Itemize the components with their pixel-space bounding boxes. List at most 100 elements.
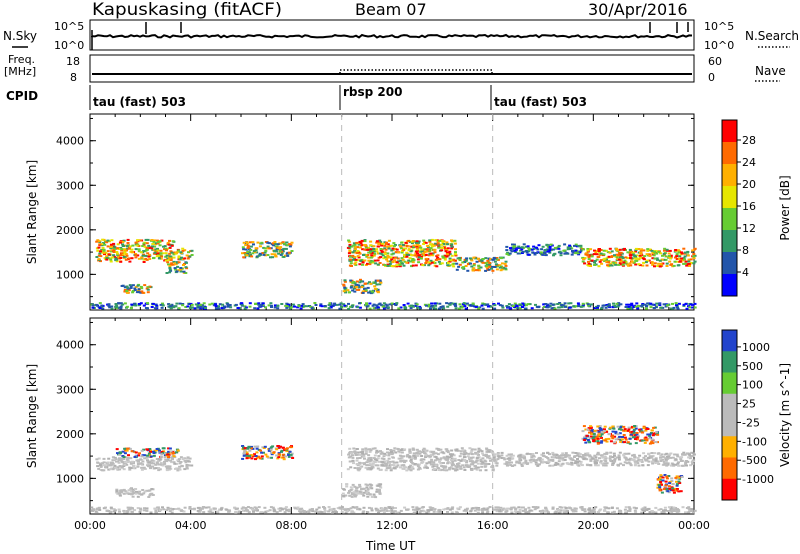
echo-pixel [676, 249, 680, 252]
echo-pixel [427, 254, 431, 257]
echo-pixel [149, 449, 152, 452]
echo-pixel [388, 303, 392, 306]
echo-pixel [410, 245, 414, 248]
echo-pixel [520, 456, 524, 459]
echo-pixel [577, 460, 581, 463]
echo-pixel [156, 247, 159, 250]
echo-pixel [168, 447, 172, 450]
echo-pixel [110, 461, 114, 464]
echo-pixel [486, 507, 490, 510]
echo-pixel [612, 427, 616, 430]
echo-pixel [560, 463, 564, 466]
echo-pixel [380, 451, 384, 454]
echo-pixel [568, 245, 572, 248]
echo-pixel [142, 261, 146, 263]
echo-pixel [152, 459, 156, 462]
echo-pixel [397, 450, 401, 453]
echo-pixel [599, 441, 603, 444]
echo-pixel [146, 286, 150, 289]
echo-pixel [180, 465, 184, 468]
echo-pixel [669, 256, 673, 259]
echo-pixel [182, 264, 185, 266]
echo-pixel [646, 302, 650, 305]
echo-pixel [597, 265, 601, 268]
echo-pixel [609, 426, 613, 429]
echo-pixel [564, 509, 568, 512]
echo-pixel [459, 450, 463, 453]
echo-pixel [477, 447, 481, 450]
echo-pixel [629, 307, 633, 310]
echo-pixel [496, 265, 500, 268]
echo-pixel [243, 449, 247, 452]
echo-pixel [327, 307, 331, 310]
echo-pixel [663, 485, 667, 488]
echo-pixel [470, 507, 474, 510]
echo-pixel [126, 247, 129, 250]
echo-pixel [548, 453, 551, 456]
echo-pixel [327, 304, 331, 307]
echo-pixel [143, 490, 147, 493]
echo-pixel [146, 302, 149, 305]
echo-pixel [524, 508, 527, 511]
echo-pixel [361, 290, 365, 293]
echo-pixel [143, 468, 147, 470]
echo-pixel [361, 244, 365, 247]
echo-pixel [355, 285, 359, 288]
echo-pixel [589, 459, 593, 462]
echo-pixel [98, 243, 102, 246]
echo-pixel [661, 458, 665, 461]
echo-pixel [469, 460, 472, 463]
echo-pixel [173, 267, 177, 270]
echo-pixel [425, 454, 429, 457]
echo-pixel [642, 258, 646, 261]
echo-pixel [126, 456, 130, 459]
echo-pixel [607, 303, 611, 306]
echo-pixel [353, 243, 357, 246]
echo-pixel [634, 249, 638, 251]
echo-pixel [681, 506, 685, 509]
echo-pixel [592, 433, 596, 435]
echo-pixel [593, 249, 596, 252]
echo-pixel [646, 248, 650, 251]
echo-pixel [137, 304, 141, 307]
echo-pixel [366, 254, 370, 256]
echo-pixel [552, 453, 556, 456]
echo-pixel [592, 435, 596, 438]
echo-pixel [651, 442, 655, 445]
echo-pixel [454, 251, 457, 254]
echo-pixel [351, 251, 355, 254]
echo-pixel [581, 454, 585, 457]
echo-pixel [380, 457, 384, 460]
echo-pixel [417, 254, 421, 257]
echo-pixel [361, 263, 364, 266]
echo-pixel [664, 457, 668, 460]
echo-pixel [430, 244, 434, 247]
echo-pixel [152, 452, 156, 454]
colorbar-swatch [722, 186, 737, 209]
echo-pixel [323, 509, 327, 512]
echo-pixel [500, 454, 504, 457]
echo-pixel [348, 243, 352, 246]
echo-pixel [396, 448, 400, 450]
echo-pixel [133, 287, 137, 290]
echo-pixel [669, 307, 673, 310]
echo-pixel [503, 267, 507, 270]
echo-pixel [348, 259, 352, 262]
echo-pixel [603, 260, 607, 262]
echo-pixel [486, 303, 490, 306]
echo-pixel [667, 506, 671, 509]
echo-pixel [581, 304, 585, 307]
echo-pixel [270, 306, 273, 308]
echo-pixel [660, 491, 664, 494]
echo-pixel [373, 253, 377, 255]
echo-pixel [217, 305, 220, 308]
echo-pixel [418, 511, 422, 514]
echo-pixel [136, 495, 140, 498]
echo-pixel [124, 258, 128, 261]
echo-pixel [375, 449, 379, 452]
echo-pixel [173, 262, 177, 265]
echo-pixel [404, 241, 408, 244]
echo-pixel [399, 466, 402, 469]
echo-pixel [632, 306, 636, 308]
